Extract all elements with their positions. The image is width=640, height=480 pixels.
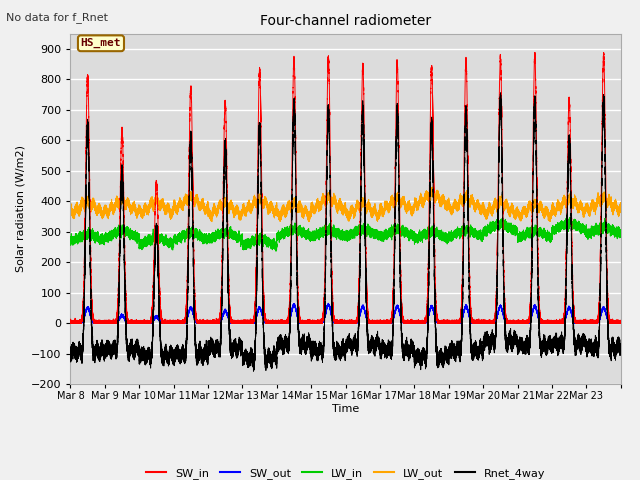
Title: Four-channel radiometer: Four-channel radiometer: [260, 14, 431, 28]
X-axis label: Time: Time: [332, 404, 359, 414]
Text: No data for f_Rnet: No data for f_Rnet: [6, 12, 108, 23]
Y-axis label: Solar radiation (W/m2): Solar radiation (W/m2): [15, 145, 26, 272]
Legend: SW_in, SW_out, LW_in, LW_out, Rnet_4way: SW_in, SW_out, LW_in, LW_out, Rnet_4way: [142, 464, 549, 480]
Text: HS_met: HS_met: [81, 38, 121, 48]
